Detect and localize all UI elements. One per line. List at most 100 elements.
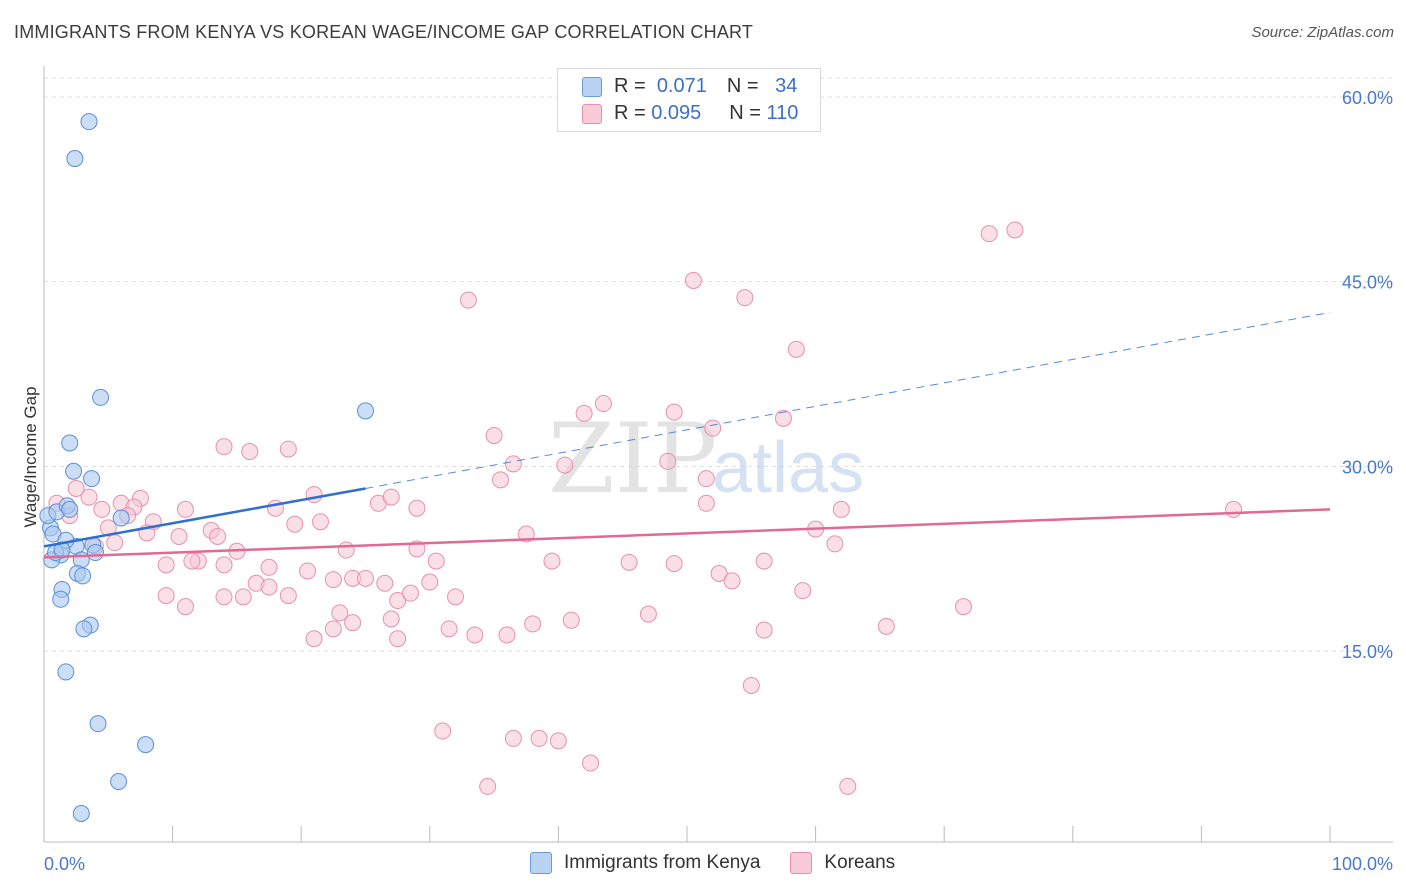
korean-point xyxy=(575,404,593,422)
korean-point xyxy=(421,573,439,591)
korean-point xyxy=(170,528,188,546)
korean-point xyxy=(311,513,329,531)
korean-point xyxy=(357,569,374,587)
korean-point xyxy=(774,409,792,427)
kenya-point xyxy=(74,567,92,585)
kenya-trend-extrapolated xyxy=(365,311,1331,489)
legend-n-value: 110 xyxy=(766,102,799,124)
kenya-point xyxy=(75,620,93,638)
korean-point xyxy=(324,571,342,589)
kenya-point xyxy=(83,470,101,488)
korean-point xyxy=(402,584,420,602)
korean-point xyxy=(215,438,233,456)
korean-point xyxy=(736,289,754,307)
korean-point xyxy=(427,552,445,570)
korean-point xyxy=(382,488,400,506)
legend-row-korean: R = 0.095 N = 110 xyxy=(582,102,798,125)
x-tick-label-max: 100.0% xyxy=(1332,854,1393,874)
legend-label-kenya: Immigrants from Kenya xyxy=(564,852,761,873)
legend-n-value: 34 xyxy=(775,75,798,97)
kenya-point xyxy=(61,434,79,452)
kenya-swatch xyxy=(582,76,602,97)
legend-n-label: N = xyxy=(729,102,761,124)
korean-point xyxy=(466,626,484,644)
korean-point xyxy=(176,598,194,616)
korean-point xyxy=(209,528,227,546)
korean-point xyxy=(440,620,458,638)
legend-item-kenya[interactable]: Immigrants from Kenya xyxy=(530,852,760,874)
kenya-point xyxy=(80,113,98,131)
korean-point xyxy=(286,515,304,533)
legend-label-koreans: Koreans xyxy=(824,852,896,873)
legend-n-label: N = xyxy=(726,75,759,97)
kenya-point xyxy=(57,663,75,681)
watermark-zip: ZIP xyxy=(548,403,717,515)
korean-point xyxy=(241,443,259,461)
korean-point xyxy=(215,556,233,574)
korean-point xyxy=(299,562,317,580)
stats-legend: R = 0.071 N = 34 R = 0.095 N = 110 xyxy=(557,68,821,132)
kenya-point xyxy=(72,805,90,823)
kenya-point xyxy=(65,462,83,480)
kenya-point xyxy=(66,150,84,168)
korean-trend-line xyxy=(43,508,1331,559)
korean-point xyxy=(492,471,510,489)
korean-point xyxy=(376,574,394,592)
korean-point xyxy=(582,754,600,772)
korean-point xyxy=(1006,221,1024,239)
korean-point xyxy=(479,777,497,795)
kenya-point xyxy=(112,509,130,527)
x-tick-label-min: 0.0% xyxy=(44,854,85,874)
kenya-point xyxy=(52,590,70,608)
korean-point xyxy=(279,587,297,605)
korean-point xyxy=(337,541,355,559)
kenya-point xyxy=(357,402,374,420)
legend-item-koreans[interactable]: Koreans xyxy=(790,852,895,874)
korean-point xyxy=(106,534,124,552)
korean-point xyxy=(157,587,175,605)
korean-point xyxy=(684,271,702,289)
y-tick-label: 15.0% xyxy=(1342,642,1393,662)
korean-point xyxy=(176,500,194,518)
legend-r-label: R = xyxy=(614,102,646,124)
korean-point xyxy=(543,552,561,570)
korean-point xyxy=(954,598,972,616)
korean-point xyxy=(260,558,278,576)
korean-point xyxy=(755,621,773,639)
korean-point xyxy=(877,617,895,635)
source-label: Source: ZipAtlas.com xyxy=(1251,24,1394,41)
korean-point xyxy=(504,455,522,473)
korean-point xyxy=(305,630,323,648)
korean-point xyxy=(485,427,503,445)
korean-point xyxy=(498,626,516,644)
korean-point xyxy=(183,552,201,570)
korean-point xyxy=(524,615,542,633)
korean-swatch xyxy=(582,103,602,124)
kenya-point xyxy=(61,500,79,518)
korean-point xyxy=(1225,500,1243,518)
korean-point xyxy=(389,630,407,648)
chart-title: IMMIGRANTS FROM KENYA VS KOREAN WAGE/INC… xyxy=(14,22,754,42)
korean-point xyxy=(331,604,349,622)
korean-point xyxy=(710,564,728,582)
korean-legend-swatch xyxy=(790,852,813,874)
korean-point xyxy=(389,592,407,610)
korean-point xyxy=(980,225,998,243)
korean-point xyxy=(704,419,722,437)
kenya-point xyxy=(89,715,107,733)
korean-point xyxy=(530,729,548,747)
korean-point xyxy=(826,535,844,553)
korean-point xyxy=(234,588,252,606)
korean-point xyxy=(742,676,760,694)
korean-point xyxy=(697,470,715,488)
korean-point xyxy=(434,722,452,740)
korean-point xyxy=(594,395,612,413)
kenya-trend-line xyxy=(43,487,366,548)
kenya-point xyxy=(137,736,155,754)
korean-point xyxy=(556,456,574,474)
korean-point xyxy=(324,620,342,638)
korean-point xyxy=(504,729,522,747)
korean-point xyxy=(549,732,567,750)
korean-point xyxy=(755,552,773,570)
